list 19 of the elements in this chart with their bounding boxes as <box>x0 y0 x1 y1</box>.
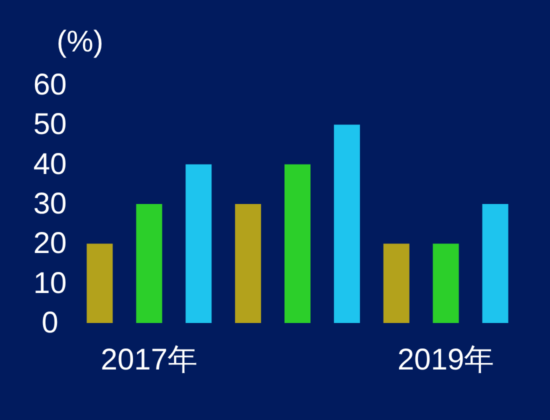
y-tick-label: 50 <box>33 108 67 142</box>
bar <box>482 204 508 323</box>
bar <box>383 244 410 323</box>
y-tick-label: 10 <box>33 266 67 300</box>
bar <box>235 204 262 323</box>
y-tick-label: 0 <box>42 306 58 340</box>
y-tick-label: 30 <box>33 188 67 220</box>
y-tick-label: 40 <box>33 148 67 181</box>
bar <box>334 124 360 323</box>
bar <box>136 204 162 323</box>
x-tick-label: 2019年 <box>397 344 494 376</box>
x-tick-label: 2017年 <box>100 344 198 376</box>
y-tick-label: 20 <box>33 227 67 260</box>
bar <box>432 244 459 323</box>
y-axis-title: (%) <box>56 26 104 58</box>
bar <box>86 244 113 323</box>
bar <box>284 164 310 323</box>
bar <box>186 164 212 323</box>
y-tick-label: 60 <box>33 68 67 102</box>
